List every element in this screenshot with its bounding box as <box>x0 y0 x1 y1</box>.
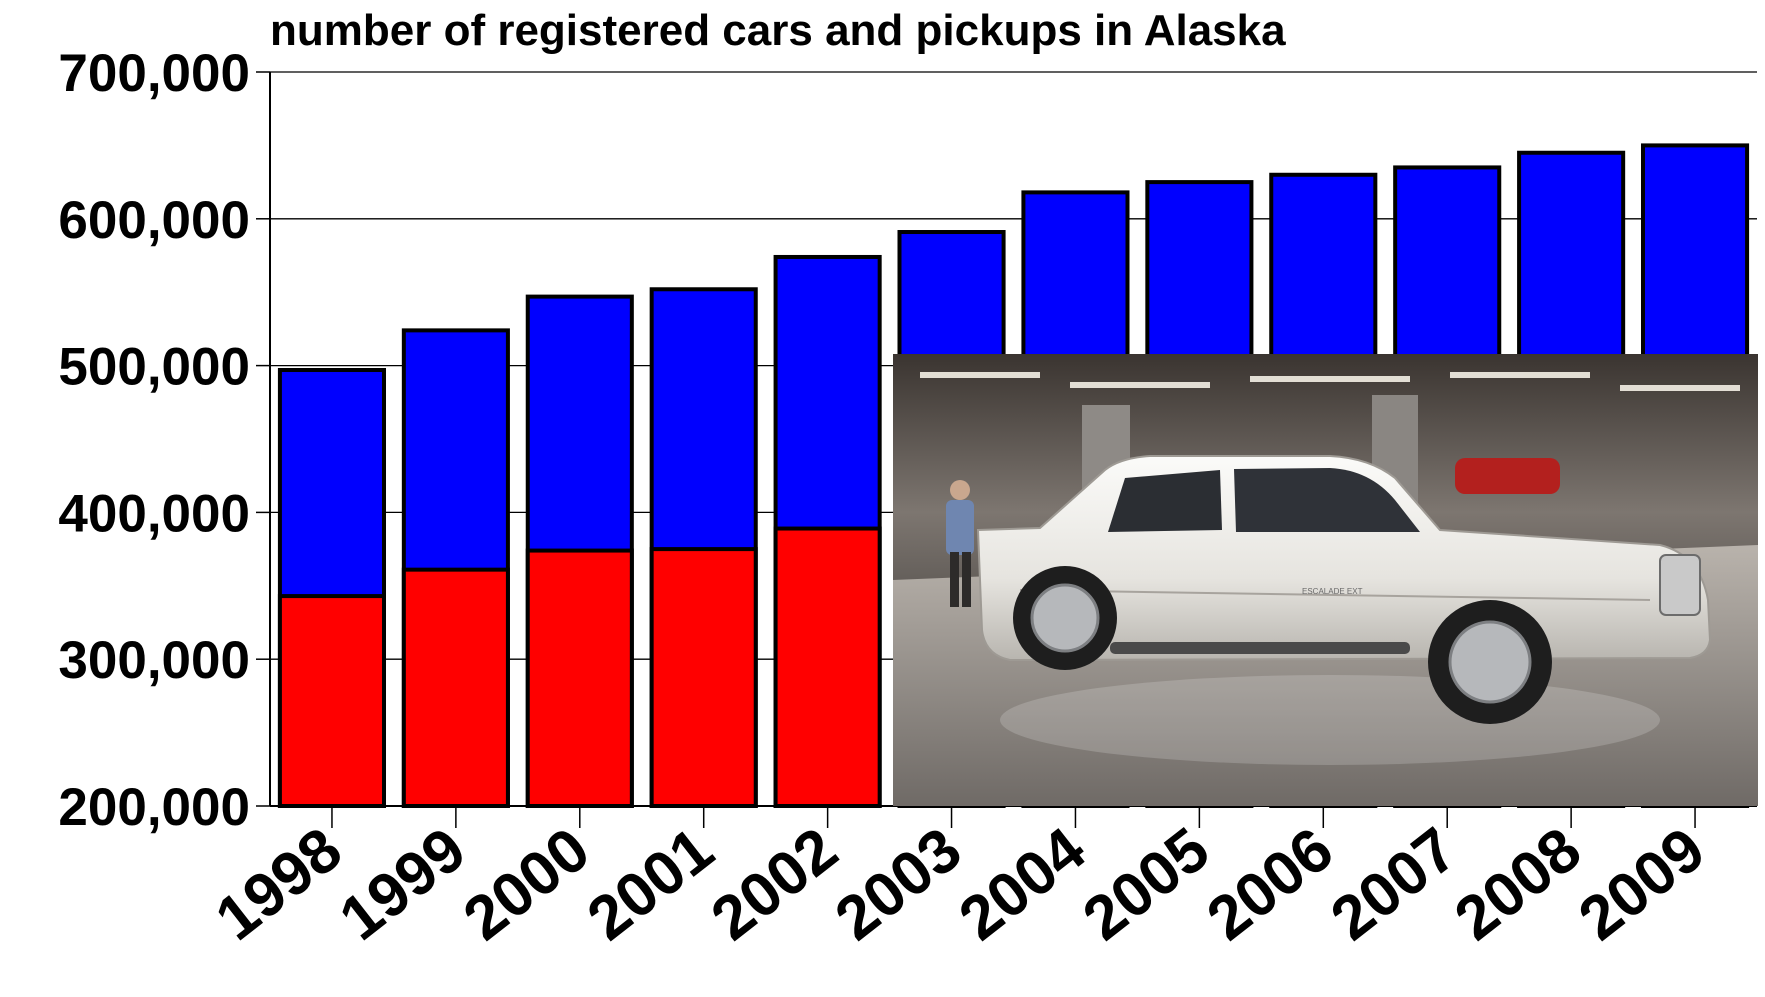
bars <box>277 143 1750 809</box>
y-tick-label: 300,000 <box>58 631 250 690</box>
bar-segment-lower <box>773 526 882 808</box>
y-tick-label: 400,000 <box>58 484 250 543</box>
floor-reflection <box>1000 675 1660 765</box>
x-tick-label: 2004 <box>947 814 1099 954</box>
x-tick-label: 2007 <box>1319 815 1470 954</box>
person-figure <box>946 480 974 607</box>
x-tick-label: 2000 <box>451 815 602 954</box>
x-tick-label: 2001 <box>575 815 726 954</box>
x-tick-label: 2003 <box>823 815 974 954</box>
y-tick-labels: 200,000 300,000 400,000 500,000 600,000 700,0… <box>58 44 250 837</box>
y-tick-label: 600,000 <box>58 191 250 250</box>
x-tick-label: 2009 <box>1566 815 1717 954</box>
bar-segment-lower <box>277 594 387 808</box>
wheel-rear <box>1013 566 1117 670</box>
truck-badge: ESCALADE EXT <box>1302 587 1363 596</box>
wheel-front <box>1428 600 1552 724</box>
x-tick-label: 2002 <box>699 815 850 954</box>
x-tick-label: 2008 <box>1443 815 1594 954</box>
y-tick-label: 700,000 <box>58 44 250 103</box>
y-tick-label: 500,000 <box>58 338 250 397</box>
inset-photo: ESCALADE EXT <box>893 354 1758 806</box>
x-tick-label: 2006 <box>1195 815 1346 954</box>
ceiling-lights <box>920 372 1740 391</box>
bar-segment-lower <box>525 548 634 808</box>
x-tick-label: 2005 <box>1071 815 1222 954</box>
pickup-truck: ESCALADE EXT <box>976 455 1712 724</box>
bar-segment-lower <box>401 567 510 808</box>
background-car <box>1455 458 1560 494</box>
y-tick-label: 200,000 <box>58 778 250 837</box>
chart-title: number of registered cars and pickups in… <box>270 6 1286 55</box>
x-tick-labels: 1998199920002001200220032004200520062007… <box>203 814 1717 954</box>
bar-segment-lower <box>649 547 758 808</box>
x-tick-label: 1999 <box>327 815 478 954</box>
